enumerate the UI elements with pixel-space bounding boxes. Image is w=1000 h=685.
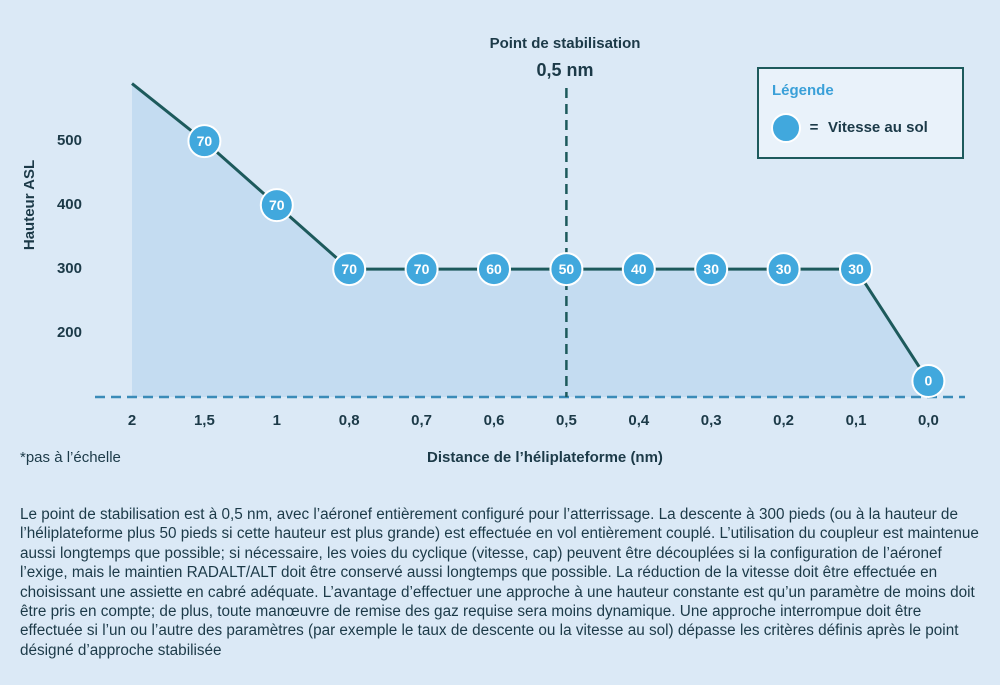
y-tick-label: 200 — [57, 324, 82, 341]
x-tick-label: 0,2 — [773, 412, 794, 429]
speed-label: 70 — [197, 133, 213, 149]
description: Le point de stabilisation est à 0,5 nm, … — [20, 506, 979, 659]
x-tick-label: 0,0 — [918, 412, 939, 429]
x-tick-label: 0,3 — [701, 412, 722, 429]
x-tick-label: 1 — [273, 412, 281, 429]
speed-label: 70 — [341, 261, 357, 277]
x-axis-label: Distance de l’héliplateforme (nm) — [427, 449, 663, 466]
speed-label: 50 — [559, 261, 575, 277]
chart: Point de stabilisation 0,5 nm Hauteur AS… — [20, 35, 965, 466]
x-tick-label: 2 — [128, 412, 136, 429]
x-tick-label: 0,5 — [556, 412, 577, 429]
y-tick-label: 400 — [57, 196, 82, 213]
speed-label: 70 — [269, 197, 285, 213]
speed-label: 70 — [414, 261, 430, 277]
legend-equals: = — [810, 119, 819, 136]
speed-label: 30 — [848, 261, 864, 277]
speed-bubble — [839, 252, 873, 287]
speed-bubble — [332, 252, 367, 287]
profile-area — [132, 83, 929, 397]
speed-label: 30 — [776, 261, 792, 277]
legend-label: Vitesse au sol — [828, 119, 928, 136]
x-tick-label: 0,6 — [484, 412, 505, 429]
speed-label: 60 — [486, 261, 502, 277]
legend-title: Légende — [772, 82, 834, 99]
speed-label: 40 — [631, 261, 647, 277]
x-tick-label: 1,5 — [194, 412, 215, 429]
legend-box — [757, 67, 964, 159]
y-tick-label: 500 — [57, 132, 82, 149]
speed-bubble — [694, 252, 729, 287]
speed-bubble — [766, 252, 801, 287]
x-tick-label: 0,7 — [411, 412, 432, 429]
x-tick-label: 0,1 — [846, 412, 867, 429]
x-tick-label: 0,8 — [339, 412, 360, 429]
annotation-value: 0,5 nm — [536, 60, 593, 80]
speed-bubble — [549, 252, 584, 287]
speed-bubble — [259, 188, 294, 223]
speed-bubble — [911, 364, 946, 399]
legend-marker — [771, 113, 801, 143]
y-axis-label: Hauteur ASL — [21, 160, 38, 250]
speed-bubble — [404, 252, 439, 287]
speed-bubble — [477, 252, 511, 287]
y-tick-label: 300 — [57, 260, 82, 277]
annotation-title: Point de stabilisation — [490, 35, 641, 52]
speed-bubble — [621, 252, 656, 287]
footnote: *pas à l’échelle — [20, 449, 121, 466]
speed-label: 0 — [925, 373, 933, 389]
x-tick-label: 0,4 — [628, 412, 650, 429]
speed-label: 30 — [703, 261, 719, 277]
speed-bubble — [187, 124, 222, 159]
